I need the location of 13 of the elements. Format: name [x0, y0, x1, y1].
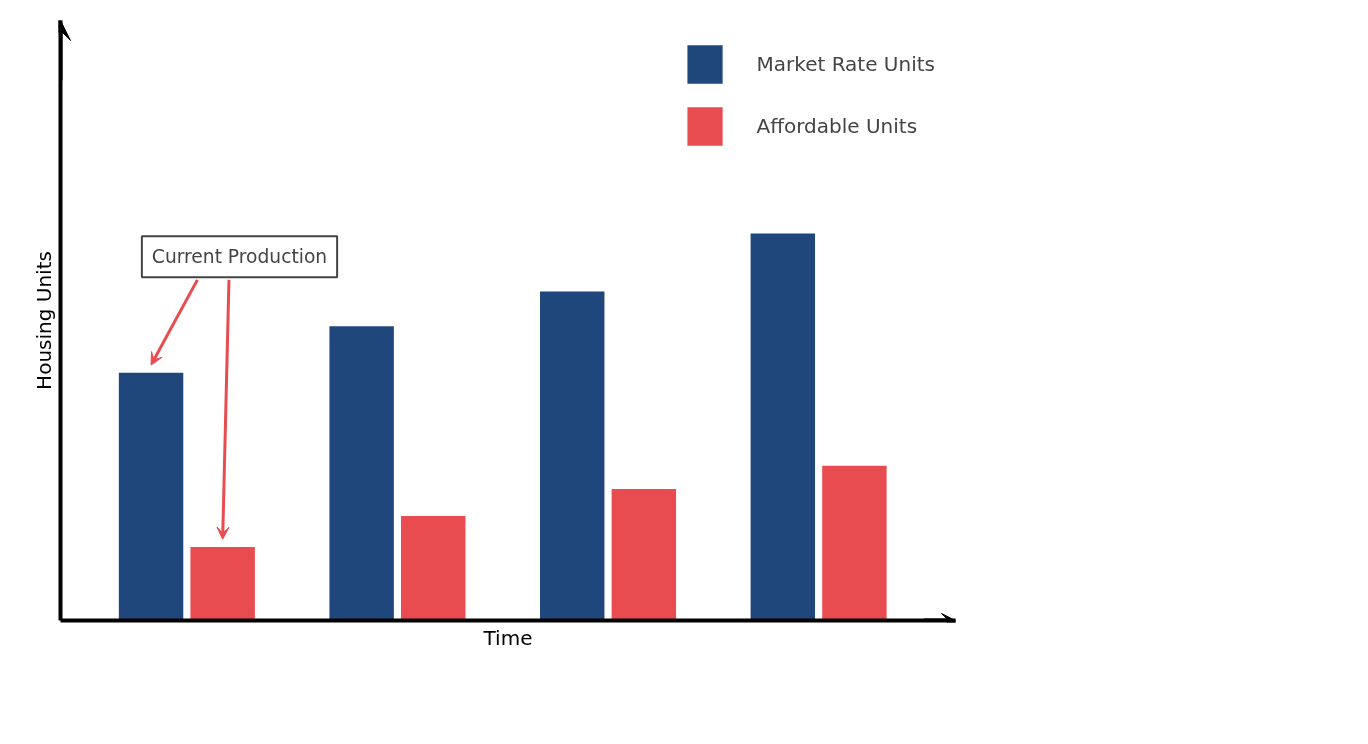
- bar: [540, 291, 605, 621]
- annotation: Current Production: [151, 246, 328, 268]
- x-axis-title: Time: [482, 625, 533, 650]
- bar: [750, 233, 816, 621]
- bar: [118, 372, 184, 621]
- bar: [329, 326, 394, 621]
- y-axis-title: Housing Units: [31, 251, 56, 390]
- legend-label: Market Rate Units: [756, 52, 935, 76]
- bar: [822, 465, 887, 621]
- bar: [190, 546, 255, 621]
- bar: [611, 488, 677, 621]
- legend-label: Affordable Units: [756, 114, 918, 138]
- bar: [401, 515, 466, 621]
